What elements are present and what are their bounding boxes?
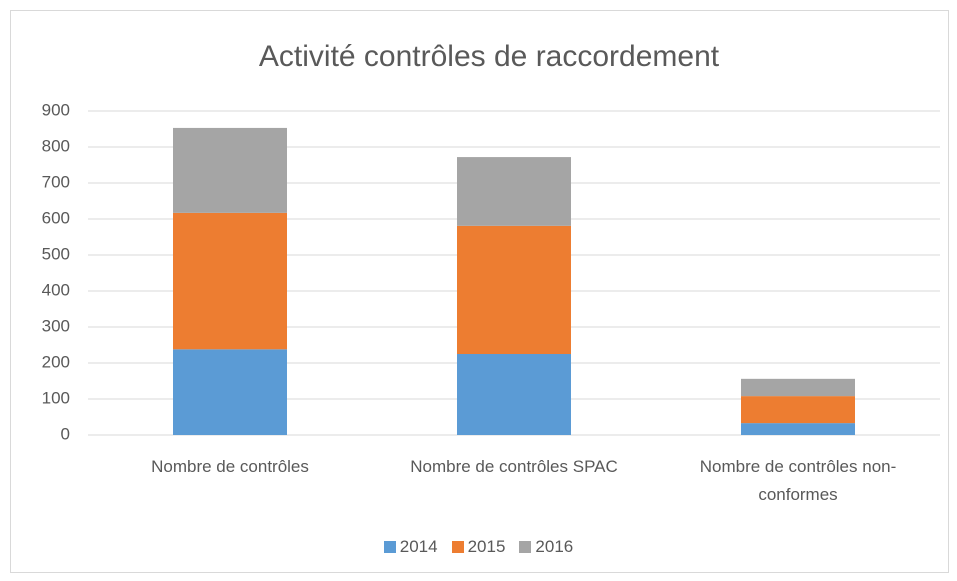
x-tick-label: Nombre de contrôles [151,457,309,476]
legend: 2014 2015 2016 [0,537,957,557]
legend-swatch [519,541,532,553]
bar-segment [741,423,855,435]
y-tick-label: 100 [42,388,70,407]
chart-title: Activité contrôles de raccordement [259,40,720,73]
y-tick-label: 500 [42,244,70,263]
legend-swatch [383,541,396,553]
legend-swatch [451,541,464,553]
legend-label: 2014 [399,537,438,556]
y-tick-label: 600 [42,208,70,227]
bar-segment [741,396,855,424]
bar-segment [173,212,287,350]
legend-item: 2014 [383,537,438,557]
y-tick-label: 400 [42,280,70,299]
y-tick-label: 300 [42,316,70,335]
x-tick-label: Nombre de contrôles non-conformes [699,457,897,504]
x-tick-label: Nombre de contrôles SPAC [410,457,618,476]
y-tick-label: 700 [42,172,70,191]
y-tick-label: 900 [42,100,70,119]
legend-label: 2016 [535,537,574,556]
bar-segment [457,157,571,226]
y-tick-label: 200 [42,352,70,371]
y-tick-label: 800 [42,136,70,155]
legend-item: 2016 [519,537,573,557]
legend-item: 2015 [451,537,506,557]
legend-label: 2015 [467,537,506,556]
bar-segment [173,349,287,435]
bar-segment [457,354,571,435]
bar-segment [457,225,571,354]
y-tick-label: 0 [61,424,70,443]
bar-segment [741,378,855,397]
bar-segment [173,127,287,213]
